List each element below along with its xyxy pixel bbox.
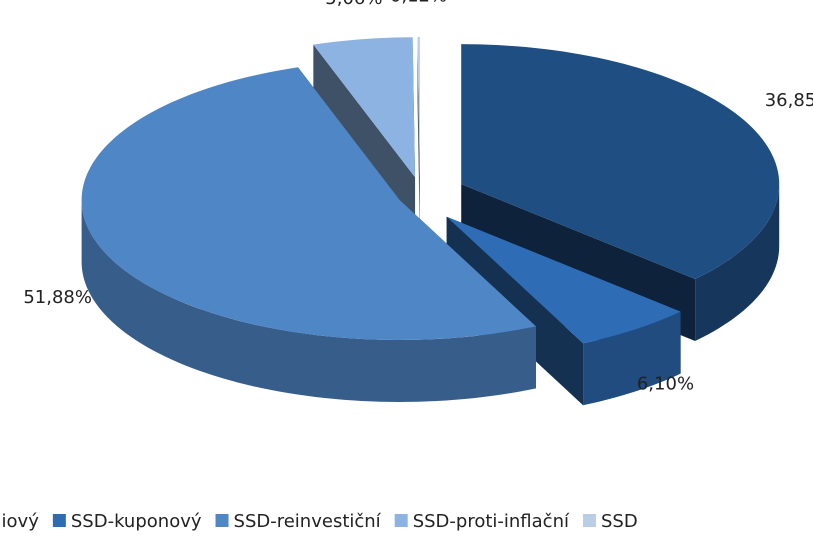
legend-label: SSD-proti-inflační <box>413 511 570 532</box>
slice-wall <box>417 37 420 240</box>
legend-label: SSD-reinvestiční <box>234 511 382 532</box>
slice <box>313 37 416 178</box>
slice-side <box>583 311 681 406</box>
data-label: 5,06% <box>325 0 382 9</box>
legend-swatch <box>582 514 596 527</box>
slice <box>417 37 420 178</box>
slice-side <box>81 199 536 402</box>
data-label: 36,85% <box>765 90 813 111</box>
slice <box>446 216 681 344</box>
data-label: 0,12% <box>390 0 447 7</box>
legend-swatch <box>52 514 66 527</box>
legend-label: -prémiový <box>0 511 39 532</box>
tops <box>81 37 780 344</box>
slice <box>461 44 780 280</box>
legend-swatch <box>215 514 229 527</box>
legend-label: SSD-kuponový <box>71 511 202 532</box>
legend-swatch <box>394 514 408 527</box>
slice-side <box>695 184 780 342</box>
data-label: 51,88% <box>23 287 92 308</box>
legend-label: SSD <box>601 511 638 532</box>
data-label: 6,10% <box>637 374 694 395</box>
slice <box>81 67 536 340</box>
